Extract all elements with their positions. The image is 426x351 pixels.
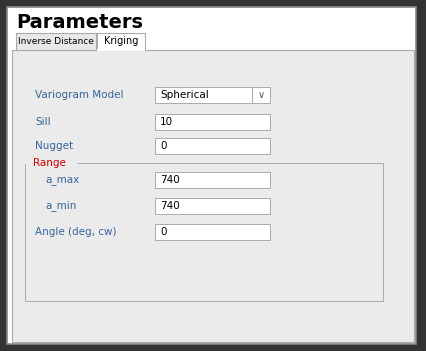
Text: Inverse Distance: Inverse Distance	[18, 37, 94, 46]
Text: 740: 740	[160, 201, 180, 211]
Text: Angle (deg, cw): Angle (deg, cw)	[35, 227, 116, 237]
FancyBboxPatch shape	[155, 224, 270, 240]
FancyBboxPatch shape	[25, 163, 383, 301]
Text: a_max: a_max	[45, 175, 79, 185]
Text: Spherical: Spherical	[160, 90, 209, 100]
Text: Parameters: Parameters	[16, 13, 143, 32]
Text: 10: 10	[160, 117, 173, 127]
Text: 740: 740	[160, 175, 180, 185]
FancyBboxPatch shape	[16, 33, 96, 50]
Text: Sill: Sill	[35, 117, 51, 127]
FancyBboxPatch shape	[155, 172, 270, 188]
FancyBboxPatch shape	[7, 7, 416, 344]
FancyBboxPatch shape	[12, 50, 414, 342]
FancyBboxPatch shape	[155, 114, 270, 130]
FancyBboxPatch shape	[155, 198, 270, 214]
Text: Nugget: Nugget	[35, 141, 73, 151]
Text: a_min: a_min	[45, 200, 76, 211]
Text: Range: Range	[33, 158, 66, 168]
Text: Kriging: Kriging	[104, 37, 138, 46]
FancyBboxPatch shape	[155, 87, 270, 103]
Text: ∨: ∨	[257, 90, 265, 100]
FancyBboxPatch shape	[97, 33, 145, 50]
Text: Variogram Model: Variogram Model	[35, 90, 124, 100]
Text: 0: 0	[160, 141, 167, 151]
FancyBboxPatch shape	[155, 138, 270, 154]
Text: 0: 0	[160, 227, 167, 237]
